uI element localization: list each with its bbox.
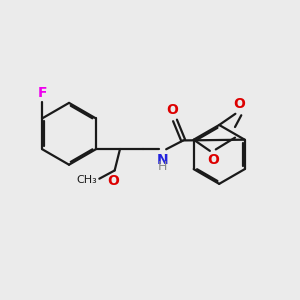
Text: O: O	[107, 174, 119, 188]
Text: N: N	[157, 153, 169, 167]
Text: O: O	[233, 98, 245, 111]
Text: O: O	[167, 103, 178, 118]
Text: O: O	[208, 153, 219, 167]
Text: F: F	[38, 86, 47, 100]
Text: H: H	[158, 160, 167, 173]
Text: CH₃: CH₃	[76, 175, 97, 185]
